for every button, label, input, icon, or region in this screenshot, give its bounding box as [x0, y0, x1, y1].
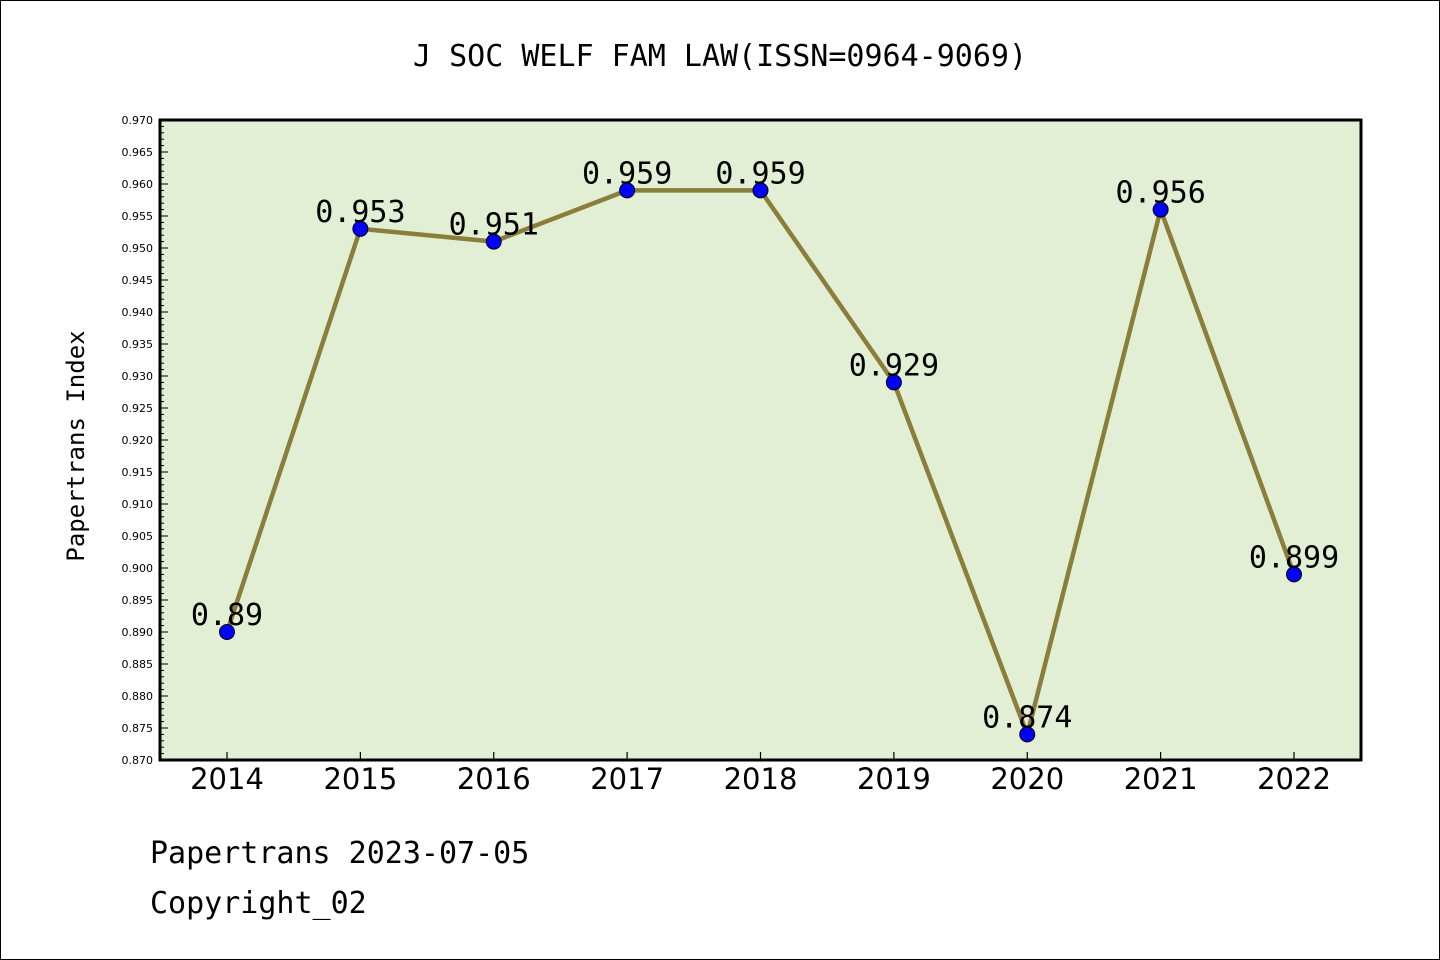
y-tick-label: 0.900 [122, 562, 154, 575]
data-point-marker [752, 182, 769, 199]
x-tick-label: 2017 [590, 762, 664, 796]
data-point-marker [1019, 726, 1036, 743]
x-tick-label: 2019 [857, 762, 931, 796]
x-tick-label: 2021 [1124, 762, 1198, 796]
y-tick-label: 0.905 [122, 530, 154, 543]
y-tick-label: 0.930 [122, 370, 154, 383]
y-tick-label: 0.945 [122, 274, 154, 287]
data-point-marker [1286, 566, 1302, 583]
footer-copyright-line: Copyright_02 [150, 886, 367, 921]
y-tick-label: 0.870 [122, 754, 154, 767]
y-tick-label: 0.895 [122, 594, 154, 607]
data-label: 0.899 [1249, 540, 1339, 575]
y-tick-label: 0.925 [122, 402, 154, 415]
data-point-marker [619, 182, 636, 199]
footer-date-line: Papertrans 2023-07-05 [150, 836, 530, 871]
y-tick-label: 0.890 [122, 626, 154, 639]
plot-border [158, 118, 1363, 762]
y-tick-label: 0.885 [122, 658, 154, 671]
y-tick-label: 0.970 [122, 114, 154, 127]
data-label: 0.929 [849, 348, 939, 383]
data-label: 0.953 [315, 195, 405, 230]
data-point-marker [1152, 201, 1169, 218]
data-label: 0.874 [982, 700, 1072, 735]
y-axis-label: Papertrans Index [62, 330, 90, 561]
x-tick-label: 2014 [190, 762, 264, 796]
y-tick-label: 0.955 [122, 210, 154, 223]
y-tick-label: 0.960 [122, 178, 154, 191]
y-tick-label: 0.915 [122, 466, 154, 479]
x-tick-label: 2020 [990, 762, 1064, 796]
data-point-marker [352, 220, 369, 237]
x-tick-label: 2015 [323, 762, 397, 796]
x-tick-label: 2016 [457, 762, 531, 796]
data-label: 0.956 [1115, 176, 1205, 211]
y-tick-label: 0.965 [122, 146, 154, 159]
y-tick-label: 0.880 [122, 690, 154, 703]
data-label: 0.89 [191, 598, 263, 633]
chart-title: J SOC WELF FAM LAW(ISSN=0964-9069) [413, 39, 1027, 74]
data-point-marker [885, 374, 902, 391]
data-point-marker [219, 624, 235, 640]
x-tick-label: 2018 [724, 762, 798, 796]
y-tick-label: 0.940 [122, 306, 154, 319]
data-label: 0.959 [582, 156, 672, 191]
y-tick-label: 0.950 [122, 242, 154, 255]
data-label: 0.951 [449, 208, 539, 243]
y-tick-label: 0.875 [122, 722, 154, 735]
plot-area: 0.870 0.875 0.880 0.885 0.890 0.895 0.900 0.905… [122, 114, 1363, 796]
y-tick-label: 0.935 [122, 338, 154, 351]
data-label: 0.959 [715, 156, 805, 191]
x-tick-label: 2022 [1257, 762, 1331, 796]
data-point-marker [485, 233, 502, 250]
y-tick-label: 0.920 [122, 434, 154, 447]
y-tick-label: 0.910 [122, 498, 154, 511]
